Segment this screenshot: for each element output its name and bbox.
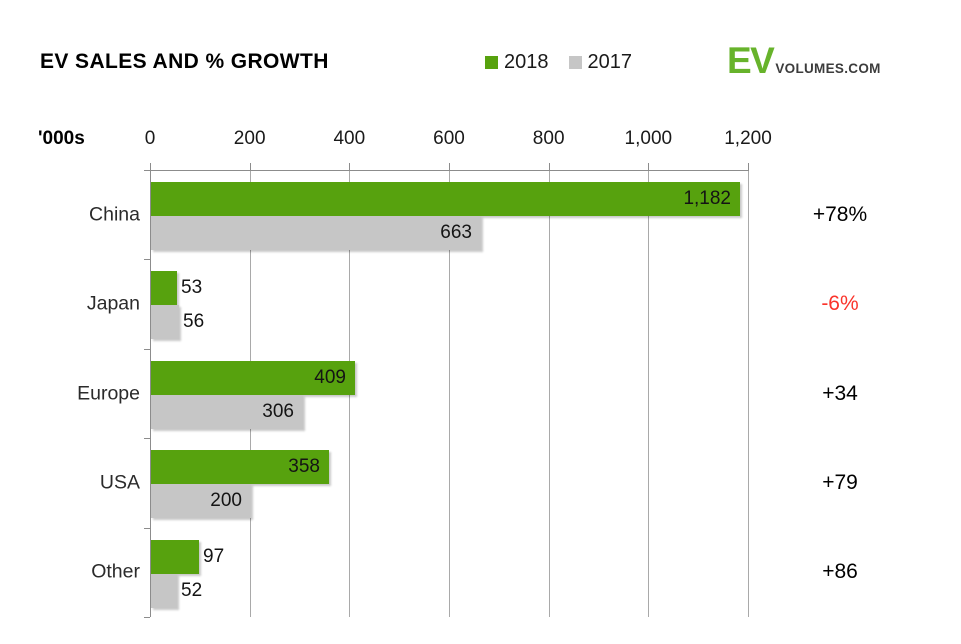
legend-swatch-2018-icon (485, 56, 498, 69)
legend-item-2018: 2018 (485, 51, 549, 74)
bar-2018: 409 (151, 361, 355, 395)
legend: 2018 2017 (485, 51, 632, 74)
gridline (748, 170, 749, 617)
growth-label: +79 (822, 470, 858, 494)
bar-2017: 56 (151, 305, 204, 339)
logo-volumes-text: VOLUMES.COM (775, 61, 881, 76)
gridline (548, 170, 550, 617)
bar-value-label: 200 (210, 490, 242, 511)
axis-tick-mark (249, 163, 251, 170)
axis-tick-mark (449, 163, 450, 170)
chart-title: EV SALES AND % GROWTH (40, 50, 329, 73)
y-axis-line (150, 170, 151, 617)
x-axis-line (150, 170, 749, 171)
x-axis-tick-label: 1,200 (724, 128, 772, 149)
axis-tick-mark (144, 349, 150, 350)
growth-label: +78% (812, 202, 868, 226)
bar-value-label: 56 (183, 311, 205, 332)
bar-2018: 53 (151, 271, 202, 305)
bar-2018: 1,182 (151, 182, 740, 216)
category-label: Japan (86, 292, 140, 315)
x-axis-tick-label: 400 (333, 128, 366, 149)
bar-value-label: 358 (288, 456, 320, 477)
bar-value-label: 663 (440, 222, 472, 243)
logo-ev-text: EV (727, 40, 775, 81)
axis-tick-mark (144, 259, 150, 260)
category-label: Europe (77, 382, 140, 404)
category-label: China (89, 203, 140, 226)
axis-tick-mark (144, 170, 150, 171)
plot-area: 1,182 663 53 56 409 306 358 200 97 52 (144, 163, 749, 618)
bar-value-label: 409 (314, 367, 346, 388)
axis-tick-mark (144, 438, 150, 439)
axis-tick-mark (144, 617, 150, 618)
x-axis-tick-label: 600 (433, 128, 465, 149)
bar-2017: 306 (151, 395, 303, 429)
axis-unit-label: '000s (38, 128, 85, 149)
gridline (449, 170, 450, 617)
bar-value-label: 306 (262, 401, 294, 422)
axis-tick-mark (144, 528, 150, 529)
axis-tick-mark (748, 163, 749, 170)
bar-value-label: 1,182 (683, 188, 731, 209)
x-axis-tick-label: 0 (144, 128, 156, 149)
axis-tick-mark (349, 163, 351, 170)
chart-area: 1,182 663 53 56 409 306 358 200 97 52 China +78% Ja… (0, 163, 961, 618)
x-axis-tick-label: 200 (233, 128, 266, 149)
x-axis-tick-label: 1,000 (624, 128, 673, 149)
growth-label: +34 (822, 381, 858, 405)
legend-item-2017: 2017 (568, 51, 633, 74)
x-axis-tick-label: 800 (532, 128, 565, 149)
bar-value-label: 53 (181, 277, 203, 298)
bar-value-label: 52 (181, 580, 203, 601)
legend-label-2017: 2017 (587, 51, 633, 73)
category-label: USA (99, 471, 140, 494)
axis-tick-mark (548, 163, 550, 170)
bar-2017: 663 (151, 216, 481, 250)
bar-2017: 200 (151, 484, 251, 518)
growth-label: +86 (822, 560, 858, 584)
legend-label-2018: 2018 (504, 51, 549, 73)
gridline (648, 170, 650, 617)
legend-swatch-2017-icon (568, 56, 582, 69)
axis-tick-mark (648, 163, 650, 170)
bar-2017: 52 (151, 574, 202, 608)
bar-2018: 97 (151, 540, 224, 574)
bar-value-label: 97 (203, 546, 225, 567)
ev-volumes-logo: EV VOLUMES.COM (727, 42, 881, 79)
axis-tick-mark (150, 163, 151, 170)
growth-label: -6% (821, 292, 859, 316)
category-label: Other (91, 560, 140, 583)
bar-2018: 358 (151, 450, 329, 484)
